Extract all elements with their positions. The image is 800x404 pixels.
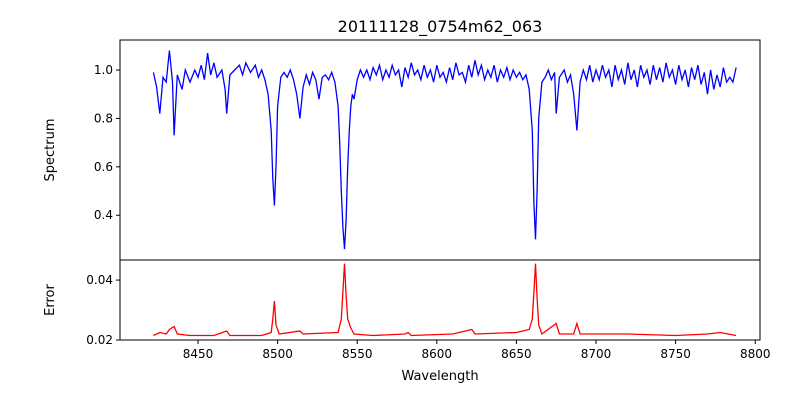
top-y-axis-label: Spectrum — [43, 119, 58, 182]
y-tick-label: 0.4 — [94, 208, 113, 222]
x-axis-label: Wavelength — [401, 369, 478, 384]
bottom-y-axis-label: Error — [43, 284, 58, 316]
x-tick-label: 8800 — [740, 347, 771, 361]
x-tick-label: 8600 — [422, 347, 453, 361]
x-tick-label: 8500 — [262, 347, 293, 361]
y-tick-label: 0.8 — [94, 111, 113, 125]
y-tick-label: 0.6 — [94, 160, 113, 174]
error-line — [153, 263, 737, 337]
x-tick-label: 8700 — [581, 347, 612, 361]
x-tick-label: 8450 — [183, 347, 214, 361]
chart-title: 20111128_0754m62_063 — [338, 17, 543, 37]
x-tick-label: 8650 — [501, 347, 532, 361]
x-tick-label: 8550 — [342, 347, 373, 361]
y-tick-label: 1.0 — [94, 63, 113, 77]
y-tick-label: 0.02 — [86, 333, 113, 347]
error-axes-frame — [119, 259, 761, 341]
spectrum-line — [152, 50, 737, 250]
x-tick-label: 8750 — [660, 347, 691, 361]
y-tick-label: 0.04 — [86, 273, 113, 287]
